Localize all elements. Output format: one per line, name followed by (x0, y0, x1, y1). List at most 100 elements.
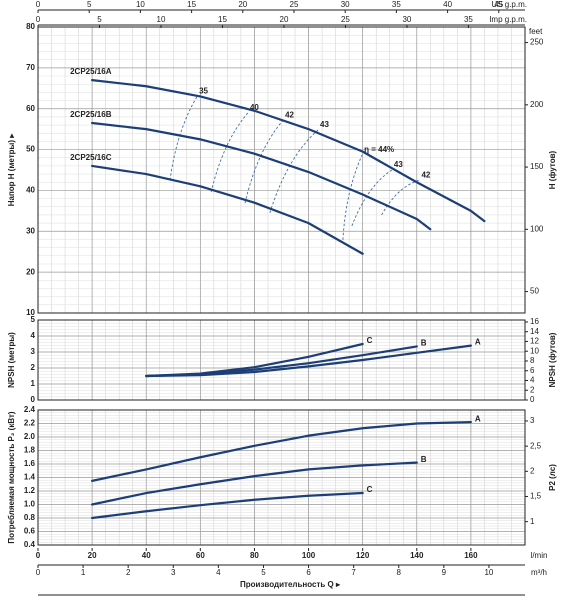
y-tick-label: 1.4 (24, 473, 36, 482)
bottom-tick-label: 120 (356, 551, 370, 560)
bottom-tick-label: 8 (397, 568, 402, 577)
series-label: 2CP25/16C (70, 153, 112, 162)
top-tick-label: 30 (402, 15, 411, 24)
y-axis-title: Потребляемая мощность P₂ (кВт) (7, 411, 16, 544)
y-tick-label: 2 (31, 363, 36, 372)
y-tick-label: 5 (31, 315, 36, 324)
bottom-tick-label: 60 (196, 551, 205, 560)
curve (91, 79, 486, 223)
top-tick-label: 10 (136, 0, 145, 9)
bottom-tick-label: 1 (81, 568, 86, 577)
curve (145, 344, 472, 378)
top-tick-label: 20 (238, 0, 247, 9)
bottom-tick-label: 2 (126, 568, 131, 577)
y-tick-label: 4 (31, 331, 36, 340)
y2-tick-label: 250 (530, 38, 544, 47)
efficiency-label: 42 (421, 170, 430, 179)
y-tick-label: 20 (26, 267, 35, 276)
series-label: A (475, 414, 481, 423)
bottom-tick-label: 4 (216, 568, 221, 577)
y-tick-label: 0 (31, 395, 36, 404)
x-axis-title: Производительность Q ▸ (240, 580, 341, 589)
curve (91, 164, 364, 255)
y-tick-label: 0.8 (24, 513, 36, 522)
plot-frame (37, 409, 526, 546)
top-tick-label: 15 (218, 15, 227, 24)
bottom-tick-label: 20 (88, 551, 97, 560)
top-tick-label: 15 (187, 0, 196, 9)
y2-tick-label: 2 (530, 385, 535, 394)
efficiency-line (381, 179, 420, 216)
bottom-tick-label: 5 (261, 568, 266, 577)
bottom-tick-label: 6 (306, 568, 311, 577)
y-tick-label: 2.4 (24, 405, 36, 414)
y-tick-label: 2.0 (24, 432, 36, 441)
top-tick-label: 0 (36, 15, 41, 24)
y-axis-title: NPSH (метры) (7, 332, 16, 388)
efficiency-line (351, 169, 393, 227)
efficiency-label: 42 (285, 110, 294, 119)
y-tick-label: 1.0 (24, 500, 36, 509)
bottom-tick-label: 7 (351, 568, 356, 577)
y-tick-label: 50 (26, 145, 35, 154)
y2-axis-title: P2 (лс) (548, 464, 557, 491)
top-tick-label: 10 (157, 15, 166, 24)
curve (91, 121, 432, 231)
y-tick-label: 10 (26, 308, 35, 317)
top-axis-label: US g.p.m. (491, 0, 527, 9)
y-tick-label: 40 (26, 186, 35, 195)
efficiency-label: 40 (250, 103, 259, 112)
top-tick-label: 25 (341, 15, 350, 24)
bottom-tick-label: 0 (36, 568, 41, 577)
y2-tick-label: 10 (530, 346, 539, 355)
top-tick-label: 30 (341, 0, 350, 9)
efficiency-line (169, 96, 198, 181)
bottom-tick-label: 3 (171, 568, 176, 577)
bottom-tick-label: 0 (36, 551, 41, 560)
y-tick-label: 80 (26, 22, 35, 31)
y2-tick-label: 14 (530, 327, 539, 336)
y2-tick-label: 2,5 (530, 441, 542, 450)
y2-tick-label: 100 (530, 224, 544, 233)
top-tick-label: 40 (443, 0, 452, 9)
y-axis-title: Напор H (метры) ▸ (7, 133, 16, 207)
bottom-tick-label: 40 (142, 551, 151, 560)
bottom-tick-label: 140 (410, 551, 424, 560)
y2-tick-label: 8 (530, 356, 535, 365)
plot-frame (37, 319, 526, 401)
y-tick-label: 1.8 (24, 446, 36, 455)
bottom-axis-label: m³/h (531, 568, 547, 577)
efficiency-label: η = 44% (364, 145, 394, 154)
bottom-tick-label: 9 (442, 568, 447, 577)
series-label: C (367, 485, 373, 494)
y2-axis-title: NPSH (футов) (548, 332, 557, 387)
y-tick-label: 1.6 (24, 459, 36, 468)
top-tick-label: 5 (97, 15, 102, 24)
top-tick-label: 5 (87, 0, 92, 9)
y2-tick-label: 2 (530, 466, 535, 475)
y2-tick-label: 4 (530, 376, 535, 385)
y-tick-label: 60 (26, 104, 35, 113)
y2-tick-label: 16 (530, 317, 539, 326)
plot-frame (37, 26, 526, 314)
y2-tick-label: 3 (530, 416, 535, 425)
y-tick-label: 0.6 (24, 527, 36, 536)
y2-tick-label: 1,5 (530, 492, 542, 501)
y2-tick-label: 1 (530, 517, 535, 526)
bottom-tick-label: 160 (464, 551, 478, 560)
efficiency-line (210, 112, 249, 193)
y2-tick-label: 50 (530, 287, 539, 296)
bottom-tick-label: 100 (302, 551, 316, 560)
y-tick-label: 2.2 (24, 419, 36, 428)
top-tick-label: 0 (36, 0, 41, 9)
top-tick-label: 45 (494, 0, 503, 9)
y2-tick-label: 0 (530, 395, 535, 404)
top-axis-label: Imp g.p.m. (489, 15, 527, 24)
curve (91, 461, 418, 506)
y2-tick-label: 6 (530, 366, 535, 375)
top-tick-label: 20 (280, 15, 289, 24)
efficiency-line (342, 154, 363, 240)
curve (91, 491, 364, 520)
efficiency-line (269, 129, 319, 214)
